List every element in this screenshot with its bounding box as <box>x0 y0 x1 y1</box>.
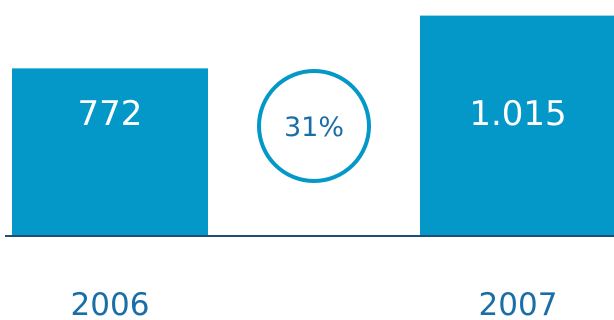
bar-2006 <box>12 68 208 236</box>
category-label-2007: 2007 <box>479 287 558 320</box>
bar-2007 <box>420 15 614 236</box>
bars-layer: 772 1.015 <box>12 15 614 236</box>
growth-label: 31% <box>284 112 344 143</box>
category-label-2006: 2006 <box>71 287 150 320</box>
bar-value-label-2006: 772 <box>78 94 143 134</box>
growth-circle <box>257 69 371 183</box>
growth-badge: 31% <box>257 69 371 183</box>
category-labels: 2006 2007 <box>71 287 558 320</box>
bar-value-label-2007: 1.015 <box>469 94 566 134</box>
